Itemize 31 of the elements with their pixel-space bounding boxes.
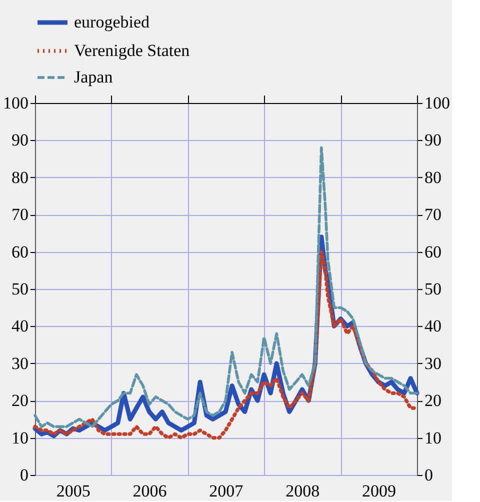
y2-tick-label: 0 [424, 466, 433, 484]
y2-tick-label: 100 [424, 94, 450, 112]
legend-label: eurogebied [74, 12, 150, 32]
legend-label: Japan [74, 68, 114, 86]
y-tick-label: 100 [3, 94, 28, 112]
y2-tick-label: 60 [424, 242, 442, 262]
y2-tick-label: 50 [424, 280, 442, 298]
x-tick-label: 2007 [209, 482, 244, 500]
y-tick-label: 30 [12, 354, 28, 373]
y2-tick-label: 30 [424, 354, 442, 373]
y2-tick-label: 10 [424, 428, 442, 448]
y-tick-label: 10 [12, 428, 28, 448]
y2-tick-label: 90 [424, 130, 442, 150]
x-tick-label: 2006 [132, 482, 167, 500]
line-series [34, 146, 418, 428]
y-tick-label: 70 [12, 205, 28, 224]
y-tick-label: 60 [12, 242, 28, 262]
y2-tick-label: 70 [424, 205, 442, 224]
y-tick-label: 80 [12, 168, 28, 187]
y-tick-label: 20 [12, 391, 28, 410]
y-tick-label: 50 [12, 280, 28, 298]
y-tick-label: 90 [12, 130, 28, 150]
x-tick-label: 2009 [362, 482, 396, 500]
y2-tick-label: 40 [424, 316, 442, 336]
x-tick-label: 2005 [56, 482, 90, 500]
legend-label: Verenigde Staten [74, 41, 190, 60]
y-tick-label: 0 [20, 466, 28, 484]
y-tick-label: 40 [12, 316, 28, 336]
y2-tick-label: 20 [424, 391, 442, 410]
x-tick-label: 2008 [286, 482, 320, 500]
y2-tick-label: 80 [424, 168, 442, 187]
